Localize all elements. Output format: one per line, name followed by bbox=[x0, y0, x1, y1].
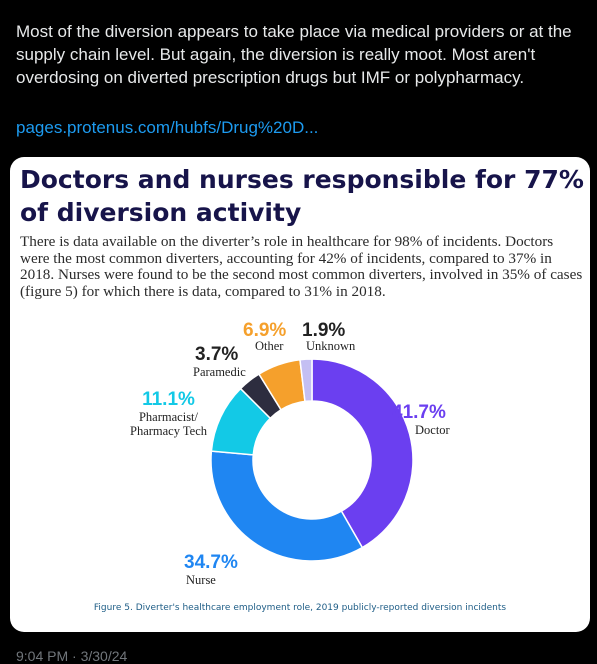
pct-nurse: 34.7% bbox=[184, 552, 238, 573]
cat-paramedic: Paramedic bbox=[193, 365, 246, 379]
tweet-link[interactable]: pages.protenus.com/hubfs/Drug%20D... bbox=[16, 118, 319, 137]
cat-pharmacist-line1: Pharmacist/ bbox=[138, 410, 198, 424]
tweet-text: Most of the diversion appears to take pl… bbox=[16, 22, 572, 87]
cat-nurse: Nurse bbox=[186, 573, 216, 587]
pct-unknown: 1.9% bbox=[302, 320, 346, 341]
cat-other: Other bbox=[255, 339, 284, 353]
pct-doctor: 41.7% bbox=[392, 402, 446, 423]
label-other: 6.9% Other bbox=[243, 320, 287, 354]
card-body-text: There is data available on the diverter’… bbox=[20, 233, 583, 300]
label-paramedic: 3.7% Paramedic bbox=[193, 344, 246, 380]
label-pharmacist: 11.1% Pharmacist/ Pharmacy Tech bbox=[130, 389, 207, 439]
cat-pharmacist-line2: Pharmacy Tech bbox=[130, 424, 207, 438]
label-doctor: 41.7% Doctor bbox=[392, 402, 450, 438]
link-card-image[interactable]: Doctors and nurses responsible for 77% o… bbox=[10, 157, 590, 632]
label-nurse: 34.7% Nurse bbox=[184, 552, 238, 588]
pct-pharmacist: 11.1% bbox=[142, 389, 195, 410]
donut-slice-unknown bbox=[299, 358, 313, 403]
label-unknown: 1.9% Unknown bbox=[302, 320, 356, 354]
pct-other: 6.9% bbox=[243, 320, 287, 341]
cat-doctor: Doctor bbox=[415, 423, 450, 437]
cat-unknown: Unknown bbox=[306, 339, 356, 353]
donut-chart bbox=[210, 358, 414, 562]
tweet-timestamp[interactable]: 9:04 PM · 3/30/24 bbox=[16, 648, 128, 664]
card-title: Doctors and nurses responsible for 77% o… bbox=[20, 165, 584, 227]
pct-paramedic: 3.7% bbox=[195, 344, 239, 365]
donut-slice-doctor bbox=[311, 358, 414, 549]
donut-slice-nurse bbox=[210, 450, 364, 562]
figure-caption: Figure 5. Diverter's healthcare employme… bbox=[93, 603, 507, 613]
